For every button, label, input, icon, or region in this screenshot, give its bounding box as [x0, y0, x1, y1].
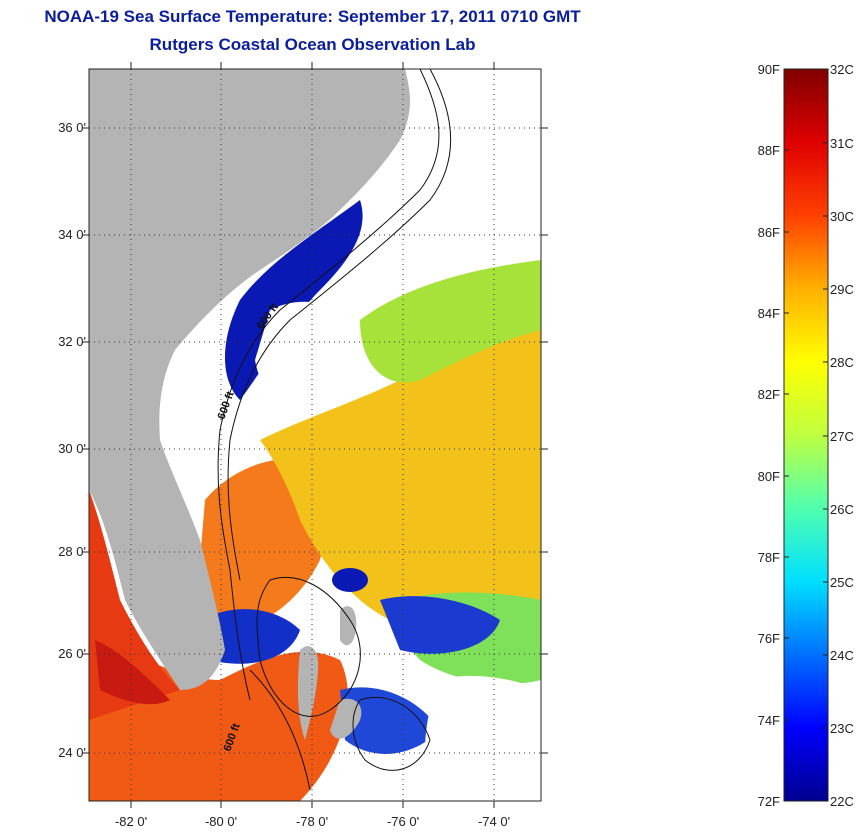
colorbar-label-c: 28C	[830, 355, 854, 370]
colorbar-label-f: 90F	[757, 62, 780, 77]
colorbar-label-c: 30C	[830, 209, 854, 224]
isobath-contour	[227, 69, 452, 581]
andros-island	[340, 606, 357, 646]
colorbar-label-c: 23C	[830, 721, 854, 736]
open-ocean-warm-water	[260, 300, 541, 635]
longitude-label: -76 0'	[386, 814, 420, 829]
latitude-label: 32 0'	[58, 334, 86, 349]
colorbar-label-c: 24C	[830, 648, 854, 663]
latitude-label: 34 0'	[58, 227, 86, 242]
cloud-patch-3	[400, 69, 541, 245]
graticule	[89, 69, 541, 801]
isobath-contour	[256, 576, 361, 717]
latitude-label: 30 0'	[58, 441, 86, 456]
map-title: NOAA-19 Sea Surface Temperature: Septemb…	[44, 7, 581, 26]
ocean-green-band	[360, 260, 541, 383]
colorbar-label-c: 27C	[830, 429, 854, 444]
colorbar-label-c: 29C	[830, 282, 854, 297]
cloud-patch-1	[255, 301, 350, 403]
longitude-label: -82 0'	[114, 814, 148, 829]
colorbar-label-f: 80F	[757, 469, 780, 484]
latitude-label: 36 0'	[58, 120, 86, 135]
isobath-contour	[352, 696, 431, 771]
cold-coastal-water-south	[200, 609, 300, 664]
colorbar-label-c: 31C	[830, 136, 854, 151]
longitude-label: -78 0'	[295, 814, 329, 829]
colorbar-label-f: 88F	[757, 143, 780, 158]
latitude-label: 24 0'	[58, 745, 86, 760]
longitude-label: -80 0'	[204, 814, 238, 829]
colorbar-label-f: 82F	[757, 387, 780, 402]
cold-patch-southeast	[340, 687, 440, 754]
cold-eddy	[332, 568, 368, 592]
map-subtitle: Rutgers Coastal Ocean Observation Lab	[149, 35, 476, 54]
colorbar-label-f: 84F	[757, 306, 780, 321]
isobath-contour	[217, 69, 440, 701]
latitude-label: 28 0'	[58, 544, 86, 559]
colorbar-label-c: 26C	[830, 502, 854, 517]
colorbar-label-c: 32C	[830, 62, 854, 77]
colorbar	[783, 68, 829, 802]
colorbar-label-f: 86F	[757, 225, 780, 240]
land-southeast-us	[89, 69, 410, 690]
latitude-label: 26 0'	[58, 646, 86, 661]
colorbar-label-f: 78F	[757, 550, 780, 565]
cold-patch-east	[380, 596, 500, 654]
cloud-patch-2	[424, 675, 541, 801]
axis-ticks	[82, 62, 548, 808]
colorbar-ticks	[784, 142, 828, 729]
colorbar-label-f: 74F	[757, 713, 780, 728]
map-area: 600 ft 600 ft 600 ft	[89, 69, 541, 801]
colorbar-label-f: 72F	[757, 794, 780, 809]
hot-spot	[95, 640, 170, 705]
bahamas-island	[297, 646, 319, 740]
colorbar-label-c: 22C	[830, 794, 854, 809]
colorbar-label-f: 76F	[757, 631, 780, 646]
isobath-contour	[249, 669, 311, 791]
colorbar-label-c: 25C	[830, 575, 854, 590]
longitude-label: -74 0'	[477, 814, 511, 829]
map-frame	[88, 68, 542, 802]
